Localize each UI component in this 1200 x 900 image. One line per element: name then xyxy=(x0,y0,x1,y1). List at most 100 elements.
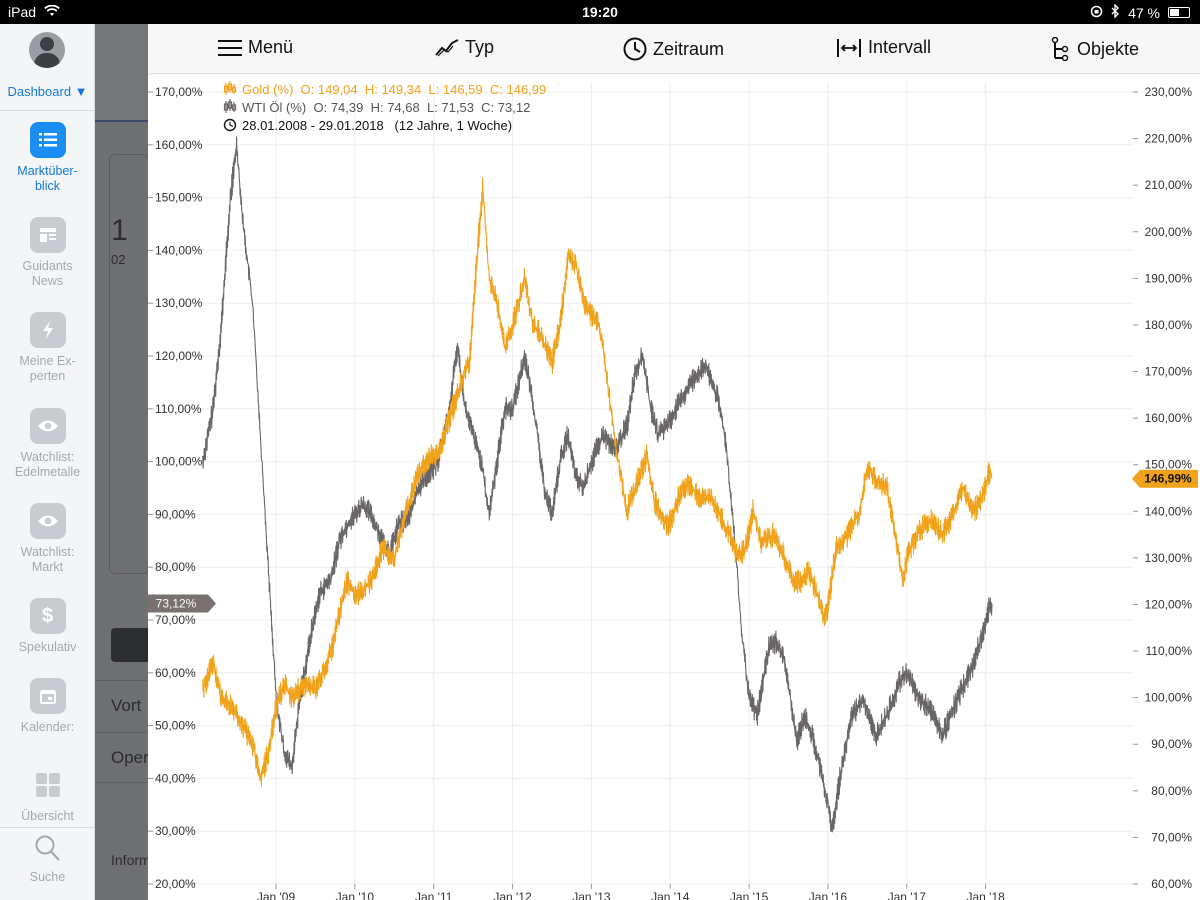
right-tick-label: 210,00% xyxy=(1145,178,1193,192)
price-chart[interactable]: 20,00% 30,00% 40,00% 50,00% 60,00% 70,00% 80,0… xyxy=(148,74,1200,900)
menu-label: Menü xyxy=(248,37,294,57)
legend-gold-text: Gold (%) O: 149,04 H: 149,34 L: 146,59 C… xyxy=(242,82,546,97)
sidebar-item-label: Übersicht xyxy=(21,809,74,823)
chart-legend: Gold (%) O: 149,04 H: 149,34 L: 146,59 C… xyxy=(223,81,546,133)
chart-type-button[interactable]: Typ xyxy=(435,37,494,58)
sidebar-item-spekulativ[interactable]: $ Spekulativ xyxy=(0,598,95,655)
right-tick-label: 180,00% xyxy=(1145,318,1193,332)
right-tick-label: 60,00% xyxy=(1151,877,1192,891)
sidebar-item-meine-experten[interactable]: Meine Ex- perten xyxy=(0,312,95,384)
candle-icon xyxy=(223,81,237,95)
sidebar-item-watchlist-markt[interactable]: Watchlist: Markt xyxy=(0,503,95,575)
right-tick-label: 230,00% xyxy=(1145,85,1193,99)
sidebar-item-guidants-news[interactable]: Guidants News xyxy=(0,217,95,289)
battery-percentage: 47 % xyxy=(1128,4,1160,21)
interval-label: Intervall xyxy=(868,37,932,57)
right-tick-label: 140,00% xyxy=(1145,504,1193,518)
legend-oil-text: WTI Öl (%) O: 74,39 H: 74,68 L: 71,53 C:… xyxy=(242,100,530,115)
chart-toolbar: Menü Typ Zeitraum Intervall Objekte xyxy=(148,24,1200,74)
period-button[interactable]: Zeitraum xyxy=(623,37,724,61)
x-tick-label: Jan '11 xyxy=(415,890,453,900)
divider xyxy=(95,680,148,681)
legend-range-text: 28.01.2008 - 29.01.2018 (12 Jahre, 1 Woc… xyxy=(242,118,512,133)
objects-icon xyxy=(1051,37,1069,61)
search-icon xyxy=(34,834,62,864)
menu-button[interactable]: Menü xyxy=(218,37,293,58)
background-row-text: Vort xyxy=(111,696,142,715)
avatar[interactable] xyxy=(29,32,65,68)
right-tick-label: 150,00% xyxy=(1145,458,1193,472)
oil-last-value-label: 73,12% xyxy=(156,597,197,611)
sidebar-divider xyxy=(0,827,95,828)
x-tick-label: Jan '12 xyxy=(493,890,532,900)
oil-series-line xyxy=(202,136,993,833)
legend-gold: Gold (%) O: 149,04 H: 149,34 L: 146,59 C… xyxy=(223,81,546,97)
dashboard-dropdown[interactable]: Dashboard ▼ xyxy=(7,84,88,99)
sidebar-item-label: Meine Ex- perten xyxy=(19,354,76,383)
clock-icon xyxy=(623,37,647,61)
right-tick-label: 70,00% xyxy=(1151,830,1192,844)
left-tick-label: 170,00% xyxy=(155,85,203,99)
left-tick-label: 120,00% xyxy=(155,349,203,363)
left-tick-label: 70,00% xyxy=(155,613,196,627)
status-bar: iPad 19:20 47 % xyxy=(0,0,1200,24)
x-tick-label: Jan '14 xyxy=(651,890,690,900)
background-content-panel: 1 02 Vort Oper Inform xyxy=(95,24,148,900)
eye-icon xyxy=(29,503,66,539)
background-button xyxy=(111,628,148,662)
right-tick-label: 130,00% xyxy=(1145,551,1193,565)
search-label: Suche xyxy=(29,870,66,884)
right-tick-label: 200,00% xyxy=(1145,225,1193,239)
gold-series-line xyxy=(202,177,993,787)
right-tick-label: 220,00% xyxy=(1145,132,1193,146)
right-y-axis: 60,00% 70,00% 80,00% 90,00% 100,00% 110,00% 12… xyxy=(1133,85,1192,891)
x-axis: Jan '09 Jan '10 Jan '11 Jan '12 Jan '13 Jan '… xyxy=(257,884,1005,900)
gold-last-value-marker xyxy=(1132,469,1198,488)
x-tick-label: Jan '17 xyxy=(888,890,927,900)
chart-panel: Menü Typ Zeitraum Intervall Objekte 20,0… xyxy=(148,24,1200,900)
background-row-text: Inform xyxy=(111,852,148,868)
sidebar-item-ubersicht[interactable]: Übersicht xyxy=(0,767,95,824)
sidebar-item-label: Marktüber- blick xyxy=(17,164,78,193)
period-label: Zeitraum xyxy=(653,38,725,59)
right-tick-label: 120,00% xyxy=(1145,597,1193,611)
sidebar-item-label: Guidants News xyxy=(22,259,73,288)
sidebar-item-kalender[interactable]: Kalender: Alle xyxy=(0,678,95,736)
left-tick-label: 110,00% xyxy=(155,402,202,416)
left-tick-label: 100,00% xyxy=(155,455,203,469)
search-tab[interactable]: Suche xyxy=(0,834,95,884)
left-tick-label: 50,00% xyxy=(155,719,196,733)
last-value-markers: 73,12% 146,99% xyxy=(148,469,1198,613)
left-tick-label: 140,00% xyxy=(155,243,203,257)
left-tick-label: 60,00% xyxy=(155,666,196,680)
line-chart-icon xyxy=(435,38,459,56)
left-tick-label: 40,00% xyxy=(155,771,196,785)
divider xyxy=(95,782,148,783)
sidebar-item-label: Spekulativ xyxy=(18,640,77,654)
left-tick-label: 160,00% xyxy=(155,138,203,152)
chart-grid xyxy=(148,82,1133,885)
left-tick-label: 90,00% xyxy=(155,507,196,521)
left-tick-label: 150,00% xyxy=(155,191,203,205)
right-tick-label: 190,00% xyxy=(1145,271,1193,285)
x-tick-label: Jan '15 xyxy=(730,890,769,900)
x-tick-label: Jan '10 xyxy=(336,890,375,900)
sidebar-item-label: Watchlist: Markt xyxy=(20,545,75,574)
objects-label: Objekte xyxy=(1077,38,1140,59)
bluetooth-icon xyxy=(1111,3,1120,21)
interval-button[interactable]: Intervall xyxy=(836,37,931,58)
sidebar-item-label: Watchlist: Edelmetalle xyxy=(14,450,81,479)
background-header xyxy=(95,24,148,122)
right-tick-label: 90,00% xyxy=(1151,737,1192,751)
background-card xyxy=(109,154,148,574)
interval-icon xyxy=(837,38,861,57)
calendar-icon xyxy=(29,678,66,714)
objects-button[interactable]: Objekte xyxy=(1051,37,1139,61)
sidebar-item-watchlist-edelmetalle[interactable]: Watchlist: Edelmetalle xyxy=(0,408,95,480)
right-tick-label: 160,00% xyxy=(1145,411,1193,425)
clock: 19:20 xyxy=(582,4,618,20)
x-tick-label: Jan '18 xyxy=(966,890,1005,900)
sidebar-item-marktuberblick[interactable]: Marktüber- blick xyxy=(0,122,95,194)
sidebar-divider xyxy=(0,110,95,111)
news-icon xyxy=(29,217,66,253)
